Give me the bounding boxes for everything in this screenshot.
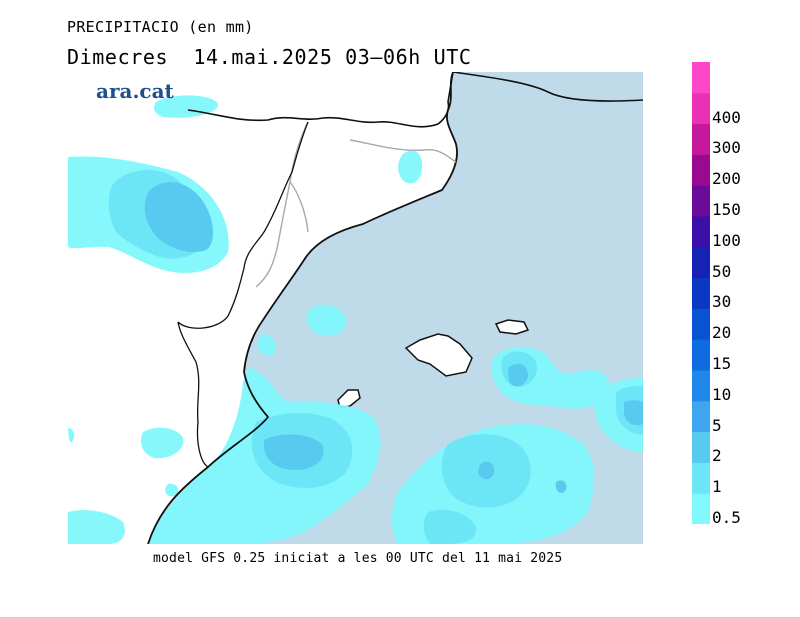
menorca bbox=[494, 319, 530, 335]
colorbar-segment bbox=[692, 185, 710, 217]
coastline bbox=[147, 72, 458, 544]
colorbar-segment bbox=[692, 370, 710, 402]
forecast-date: Dimecres 14.mai.2025 03–06h UTC bbox=[67, 45, 472, 69]
france-coast-east bbox=[452, 72, 643, 102]
north-coast bbox=[187, 72, 454, 128]
variable-title: PRECIPITACIO (en mm) bbox=[67, 18, 254, 36]
colorbar-label: 2 bbox=[712, 446, 722, 466]
colorbar-segment bbox=[692, 339, 710, 371]
colorbar-segment bbox=[692, 431, 710, 463]
colorbar-label: 0.5 bbox=[712, 508, 741, 527]
precip-level-2 bbox=[144, 182, 643, 493]
colorbar-segment bbox=[692, 123, 710, 155]
model-info: model GFS 0.25 iniciat a les 00 UTC del … bbox=[153, 551, 563, 566]
colorbar-segment bbox=[692, 62, 710, 94]
mallorca bbox=[404, 333, 473, 377]
colorbar-segment bbox=[692, 216, 710, 248]
colorbar-label: 300 bbox=[712, 138, 741, 158]
inland-border bbox=[177, 121, 309, 468]
regional-borders bbox=[255, 121, 457, 288]
colorbar-label: 10 bbox=[712, 384, 732, 404]
colorbar-label: 5 bbox=[712, 415, 722, 435]
colorbar-label: 20 bbox=[712, 323, 732, 343]
colorbar-segment bbox=[692, 154, 710, 186]
colorbar-segment bbox=[692, 308, 710, 340]
colorbar-label: 50 bbox=[712, 261, 732, 281]
colorbar bbox=[692, 62, 710, 524]
colorbar-label: 200 bbox=[712, 169, 741, 189]
colorbar-label: 1 bbox=[712, 477, 722, 497]
brand-logo: ara.cat bbox=[96, 79, 174, 103]
colorbar-label: 30 bbox=[712, 292, 732, 312]
precipitation-map bbox=[68, 72, 643, 544]
colorbar-segment bbox=[692, 277, 710, 309]
colorbar-label: 15 bbox=[712, 354, 732, 373]
colorbar-segment bbox=[692, 246, 710, 279]
colorbar-segment bbox=[692, 400, 710, 433]
colorbar-segment bbox=[692, 92, 710, 125]
colorbar-segment bbox=[692, 493, 710, 524]
colorbar-label: 400 bbox=[712, 107, 741, 127]
colorbar-label: 100 bbox=[712, 230, 741, 250]
colorbar-label: 150 bbox=[712, 200, 741, 219]
colorbar-segment bbox=[692, 462, 710, 494]
